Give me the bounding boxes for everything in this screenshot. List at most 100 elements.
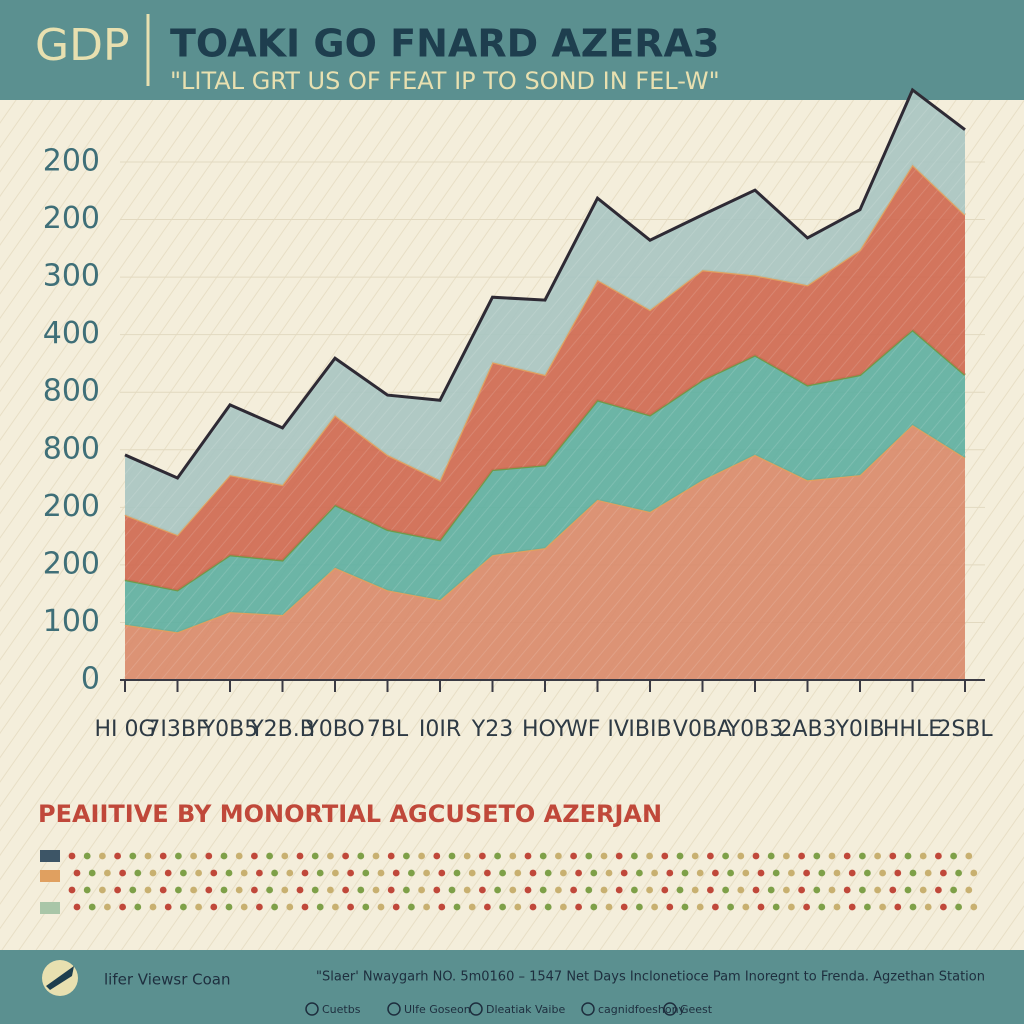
dot — [408, 903, 415, 911]
dot — [271, 903, 278, 911]
y-tick-label: 200 — [43, 489, 100, 524]
dot — [707, 852, 714, 860]
dot — [479, 886, 486, 894]
dot — [590, 869, 598, 877]
y-tick-label: 400 — [43, 316, 100, 351]
dot — [453, 903, 461, 911]
dot — [438, 903, 446, 911]
dot — [605, 903, 613, 911]
dot — [570, 886, 577, 894]
link-icon — [305, 1002, 319, 1016]
dot — [691, 886, 699, 894]
dot — [372, 886, 380, 894]
dot — [661, 886, 669, 894]
dot — [955, 869, 962, 877]
y-tick-label: 300 — [43, 259, 100, 294]
dot — [919, 852, 927, 860]
legend-swatch — [40, 850, 60, 862]
dot — [114, 852, 121, 860]
x-tick-label: HI 0G — [94, 717, 155, 742]
dot — [742, 903, 750, 911]
dot — [235, 852, 243, 860]
dot — [164, 903, 172, 911]
dot — [362, 869, 370, 877]
dot — [423, 869, 430, 877]
dot — [392, 903, 400, 911]
dot — [666, 869, 674, 877]
footer-link[interactable]: Cuetbs — [322, 1003, 361, 1016]
dot — [377, 869, 385, 877]
dot — [88, 903, 96, 911]
dot — [651, 869, 658, 877]
brand: GDP — [35, 20, 130, 71]
dot — [220, 852, 228, 860]
dot — [570, 852, 577, 860]
area-edge — [124, 87, 966, 480]
dot — [833, 869, 841, 877]
dot — [463, 852, 471, 860]
dot — [514, 903, 522, 911]
dot — [555, 886, 562, 894]
dot — [757, 869, 765, 877]
logo-mark — [46, 966, 74, 990]
dot — [159, 886, 167, 894]
dot — [240, 869, 248, 877]
x-tick-label: Y23 — [471, 717, 513, 742]
dot — [210, 903, 218, 911]
dot — [722, 852, 729, 860]
dot — [499, 869, 506, 877]
dot — [935, 852, 942, 860]
dot — [418, 886, 425, 894]
y-tick-label: 200 — [43, 546, 100, 581]
dot — [311, 852, 319, 860]
dot — [737, 852, 745, 860]
footer-link[interactable]: Geest — [680, 1003, 713, 1016]
dot — [924, 903, 932, 911]
footer-link[interactable]: Dleatiak Vaibe — [486, 1003, 565, 1016]
y-tick-label: 800 — [43, 431, 100, 466]
dot — [144, 886, 152, 894]
dot — [894, 869, 902, 877]
dot — [195, 903, 203, 911]
dot — [874, 886, 881, 894]
dot — [362, 903, 370, 911]
dot — [909, 869, 917, 877]
dot — [499, 903, 506, 911]
footer-link[interactable]: cagnidfoeshony — [598, 1003, 686, 1016]
dot — [220, 886, 228, 894]
title: TOAKI GO FNARD AZERA3 — [170, 22, 719, 66]
dot — [935, 886, 942, 894]
dot — [620, 903, 628, 911]
dot — [772, 869, 780, 877]
dot — [666, 903, 674, 911]
footer-link[interactable]: Ulfe Goseon — [404, 1003, 471, 1016]
dot — [195, 869, 203, 877]
dot — [468, 903, 476, 911]
footer-logo-text: lifer Viewsr Coan — [104, 971, 230, 989]
dot — [950, 886, 957, 894]
dot — [448, 886, 456, 894]
dot — [190, 886, 198, 894]
dot — [119, 869, 126, 877]
link-icon — [581, 1002, 595, 1016]
dot — [387, 852, 395, 860]
dot — [681, 903, 689, 911]
y-tick-label: 800 — [43, 374, 100, 409]
dot — [615, 852, 623, 860]
dot — [205, 852, 213, 860]
dot — [104, 869, 111, 877]
dot — [372, 852, 380, 860]
y-tick-label: 100 — [43, 604, 100, 639]
x-tick-label: 2AB3 — [778, 717, 836, 742]
x-tick-label: IBIB — [628, 717, 671, 742]
footer-note: "Slaer' Nwaygarh NO. 5m0160 – 1547 Net D… — [316, 970, 985, 985]
dot — [590, 903, 598, 911]
dot — [149, 869, 157, 877]
dot — [403, 852, 410, 860]
dot — [327, 852, 334, 860]
dot — [347, 869, 354, 877]
footer-band — [0, 950, 1024, 1024]
dot — [636, 869, 643, 877]
dot — [433, 852, 441, 860]
